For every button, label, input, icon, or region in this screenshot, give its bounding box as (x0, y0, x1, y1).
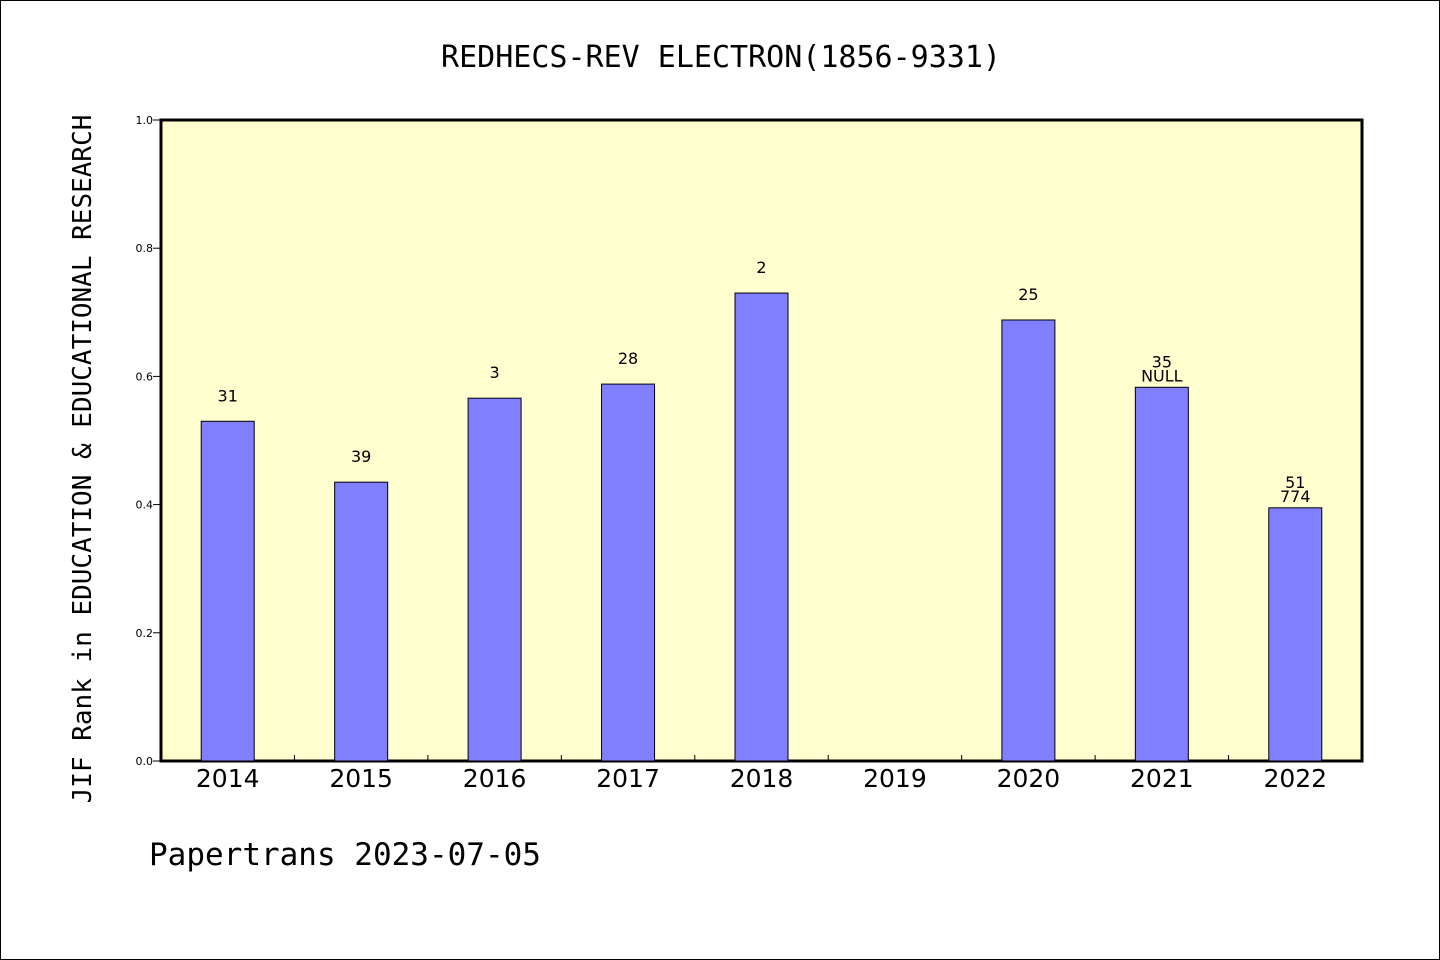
x-tick-label: 2019 (863, 764, 927, 793)
y-tick-label: 0.2 (136, 627, 154, 640)
bar (467, 397, 522, 762)
x-tick-label: 2020 (997, 764, 1061, 793)
bar (1134, 386, 1189, 762)
bar-data-label: 35 (1152, 352, 1172, 371)
x-tick-label: 2021 (1130, 764, 1194, 793)
x-tick-label: 2016 (463, 764, 527, 793)
y-tick-label: 1.0 (136, 114, 154, 127)
bar-data-label: 28 (618, 349, 638, 368)
chart-title: REDHECS-REV ELECTRON(1856-9331) (441, 40, 1001, 75)
bar-data-label: 39 (351, 447, 371, 466)
bar (734, 292, 789, 762)
y-tick-label: 0.4 (136, 499, 154, 512)
bar (334, 481, 389, 762)
bar-data-label: 31 (218, 386, 238, 405)
y-tick-label: 0.6 (136, 370, 154, 383)
bar-data-label: 774 (1280, 487, 1311, 506)
x-tick-label: 2014 (196, 764, 260, 793)
bar-data-label: 51 (1285, 473, 1305, 492)
x-tick-label: 2015 (329, 764, 393, 793)
bar (601, 383, 656, 762)
bar (1268, 507, 1323, 762)
bar (200, 420, 255, 762)
bar-data-label: 25 (1018, 285, 1038, 304)
y-axis: 0.0 0.2 0.4 0.6 0.8 1.0 (136, 114, 161, 768)
y-tick-label: 0.0 (136, 755, 154, 768)
bar (1001, 319, 1056, 762)
y-axis-label: JIF Rank in EDUCATION & EDUCATIONAL RESE… (68, 115, 98, 804)
x-tick-label: 2022 (1263, 764, 1327, 793)
bar-data-label: NULL (1141, 366, 1183, 385)
y-tick-label: 0.8 (136, 242, 154, 255)
x-tick-label: 2017 (596, 764, 660, 793)
x-tick-label: 2018 (730, 764, 794, 793)
x-axis: 2014 2015 2016 2017 2018 2019 2020 2021 2022 (196, 755, 1327, 793)
bar-data-label: 3 (490, 363, 500, 382)
footer-text: Papertrans 2023-07-05 (149, 837, 541, 873)
bar-data-label: 2 (756, 258, 766, 277)
